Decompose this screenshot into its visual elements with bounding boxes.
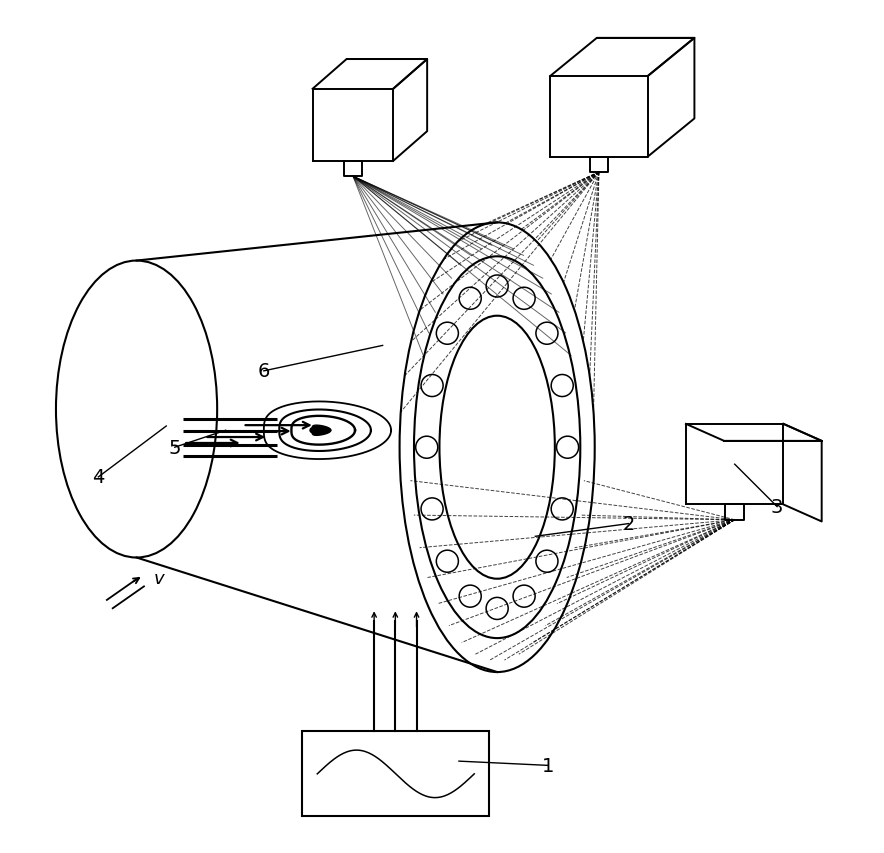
Text: $v$: $v$ [154, 569, 166, 588]
Ellipse shape [486, 598, 508, 620]
Ellipse shape [552, 375, 573, 397]
Polygon shape [310, 427, 331, 434]
Text: 2: 2 [622, 514, 635, 533]
Ellipse shape [415, 437, 438, 459]
Text: 6: 6 [257, 362, 270, 381]
Ellipse shape [536, 550, 558, 572]
Ellipse shape [536, 322, 558, 345]
Bar [302, 732, 489, 816]
Ellipse shape [421, 498, 443, 520]
Ellipse shape [513, 585, 535, 607]
Text: 4: 4 [92, 467, 104, 487]
Ellipse shape [486, 276, 508, 298]
Ellipse shape [552, 498, 573, 520]
Ellipse shape [421, 375, 443, 397]
Text: 5: 5 [169, 438, 181, 457]
Polygon shape [312, 426, 331, 436]
Ellipse shape [459, 288, 481, 310]
Ellipse shape [513, 288, 535, 310]
Ellipse shape [437, 550, 459, 572]
Ellipse shape [459, 585, 481, 607]
Text: 1: 1 [542, 756, 554, 775]
Text: 3: 3 [771, 497, 783, 517]
Ellipse shape [557, 437, 579, 459]
Ellipse shape [437, 322, 459, 345]
